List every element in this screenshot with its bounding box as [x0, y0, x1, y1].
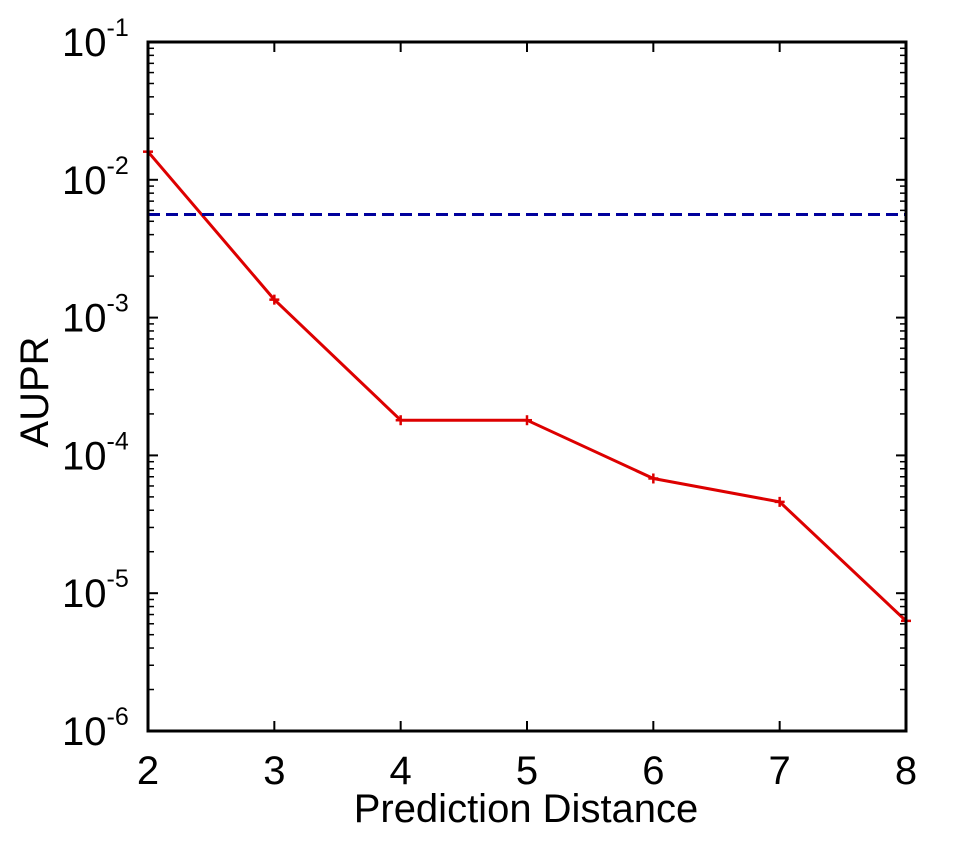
- x-tick-label-4: 4: [390, 749, 412, 793]
- y-tick-exponent: -2: [107, 152, 129, 180]
- tick-layer: 2 3 4 5 6 7 810-110-210-310-410-510-6: [62, 14, 917, 793]
- y-tick-label--6: 10-6: [62, 703, 129, 754]
- y-axis-label: AUPR: [13, 336, 57, 447]
- y-tick-base: 10: [62, 572, 107, 616]
- data-point-0-1: [269, 294, 280, 305]
- plot-background: [148, 42, 906, 731]
- y-tick-label--4: 10-4: [62, 427, 129, 478]
- data-point-0-2: [395, 415, 406, 426]
- y-tick-base: 10: [62, 21, 107, 65]
- y-tick-base: 10: [62, 434, 107, 478]
- y-tick-base: 10: [62, 710, 107, 754]
- y-tick-label--1: 10-1: [62, 14, 129, 65]
- y-tick-exponent: -6: [107, 703, 129, 731]
- y-tick-label--2: 10-2: [62, 152, 129, 203]
- x-tick-label-2: 2: [137, 749, 159, 793]
- x-tick-label-7: 7: [769, 749, 791, 793]
- data-point-0-3: [522, 415, 532, 426]
- y-tick-exponent: -3: [107, 290, 129, 318]
- y-tick-exponent: -1: [107, 14, 129, 42]
- x-tick-label-3: 3: [263, 749, 285, 793]
- y-tick-label--3: 10-3: [62, 290, 129, 341]
- y-tick-base: 10: [62, 297, 107, 341]
- y-tick-base: 10: [62, 159, 107, 203]
- x-tick-label-5: 5: [516, 749, 538, 793]
- x-tick-label-6: 6: [642, 749, 664, 793]
- plot-area: [148, 42, 906, 731]
- y-tick-exponent: -5: [107, 565, 129, 593]
- y-tick-exponent: -4: [107, 427, 129, 455]
- x-tick-label-8: 8: [895, 749, 917, 793]
- data-point-0-4: [648, 473, 659, 484]
- data-point-0-5: [774, 496, 785, 507]
- series-layer: [143, 146, 911, 626]
- y-tick-label--5: 10-5: [62, 565, 129, 616]
- x-axis-label: Prediction Distance: [354, 787, 699, 831]
